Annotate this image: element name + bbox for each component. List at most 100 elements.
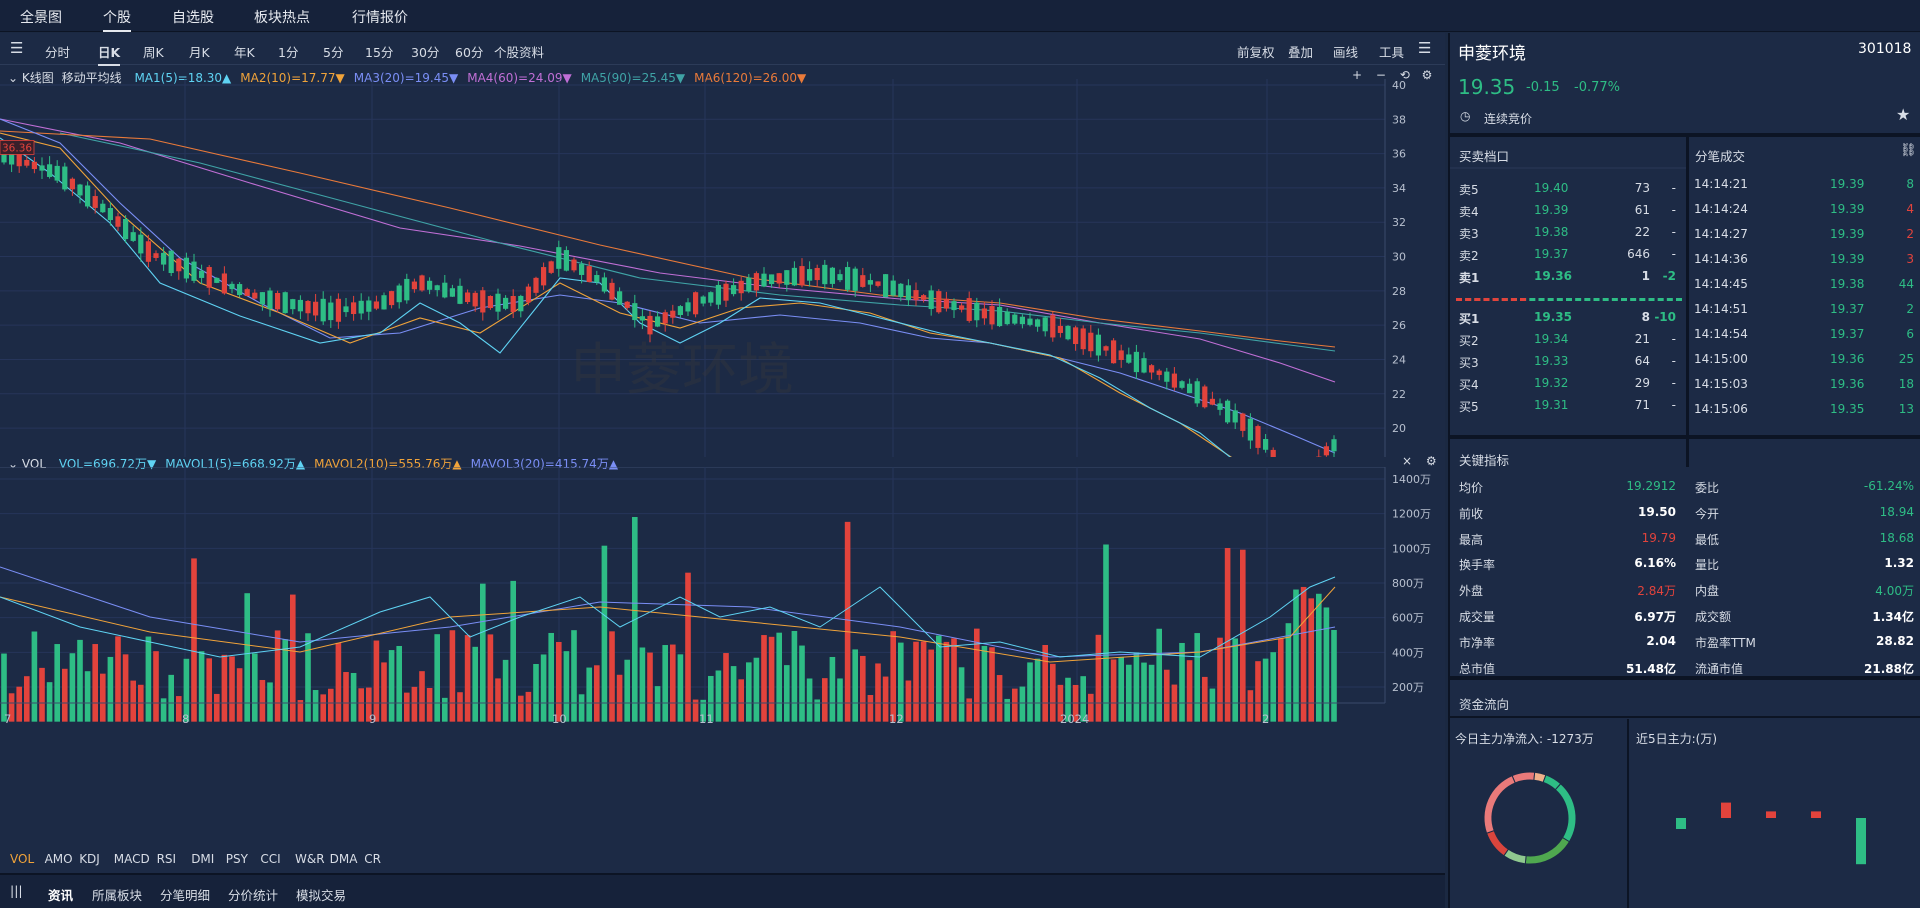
indicator-tab[interactable]: AMO	[44, 852, 73, 866]
indicator-tab[interactable]: DMA	[329, 852, 358, 866]
bottom-tab-sector[interactable]: 所属板块	[92, 888, 143, 903]
indicator-tab[interactable]: CCI	[260, 852, 281, 866]
ma-legend-item[interactable]: MA3(20)=19.45▼	[353, 71, 459, 85]
order-book-row[interactable]: 买2 19.34 21 -	[1450, 332, 1686, 348]
price-axis-tick: 38	[1392, 113, 1406, 126]
favorite-star-icon[interactable]: ★	[1896, 105, 1911, 124]
collapse-chevron-icon[interactable]: ⌄	[8, 71, 19, 85]
reset-icon[interactable]: ⟲	[1399, 68, 1410, 82]
list-menu-icon[interactable]: ☰	[1418, 39, 1432, 57]
settings-gear-icon[interactable]: ⚙	[1421, 68, 1433, 82]
candle-body	[404, 278, 410, 301]
period-5min[interactable]: 5分	[323, 45, 344, 60]
adjust-forward-button[interactable]: 前复权	[1237, 45, 1275, 60]
indicator-tab[interactable]: W&R	[295, 852, 325, 866]
vol-collapse-chevron-icon[interactable]: ⌄	[8, 457, 19, 471]
candle-body	[852, 268, 858, 291]
bottom-tab-news[interactable]: 资讯	[48, 888, 74, 903]
zoom-out-icon[interactable]: −	[1375, 68, 1386, 82]
ma-legend-item[interactable]: MA6(120)=26.00▼	[694, 71, 807, 85]
order-book-row[interactable]: 卖3 19.38 22 -	[1450, 225, 1686, 241]
indicator-tab[interactable]: MACD	[113, 852, 150, 866]
vol-axis-tick: 1400万	[1392, 473, 1431, 486]
period-daily[interactable]: 日K	[98, 42, 121, 66]
nav-tab-quotes[interactable]: 行情报价	[352, 10, 408, 26]
overlay-button[interactable]: 叠加	[1288, 45, 1314, 60]
period-30min[interactable]: 30分	[411, 45, 440, 60]
period-intraday[interactable]: 分时	[45, 45, 71, 60]
nav-tab-sector-hot[interactable]: 板块热点	[254, 10, 310, 26]
order-book-row[interactable]: 买4 19.32 29 -	[1450, 376, 1686, 392]
volume-bar	[639, 647, 646, 722]
volume-bar	[936, 635, 942, 722]
candle-body	[837, 274, 843, 281]
kline-svg: 4038363432302826242220181614申菱环境36.3614.…	[0, 79, 1406, 542]
link-icon[interactable]: ⛓	[1900, 143, 1917, 158]
bottom-tab-price-stats[interactable]: 分价统计	[228, 888, 279, 903]
candle-body	[130, 232, 136, 241]
volume-bar	[723, 653, 729, 722]
volume-bar	[39, 667, 45, 722]
nav-tab-stock[interactable]: 个股	[103, 7, 131, 32]
five-day-main-label: 近5日主力:(万)	[1636, 732, 1718, 746]
candle-body	[358, 300, 364, 314]
indicator-tab[interactable]: KDJ	[79, 852, 100, 866]
volume-bar	[943, 641, 950, 722]
volume-bar	[647, 652, 653, 722]
order-book-row[interactable]: 卖4 19.39 61 -	[1450, 203, 1686, 219]
menu-icon[interactable]: ☰	[10, 39, 24, 57]
tick-price: 19.39	[1830, 227, 1865, 241]
period-weekly[interactable]: 周K	[143, 45, 164, 60]
ma-legend-item[interactable]: MA2(10)=17.77▼	[240, 71, 345, 85]
indicator-tab[interactable]: VOL	[10, 852, 35, 866]
stock-profile-link[interactable]: 个股资料	[494, 45, 545, 60]
close-icon[interactable]: ×	[1402, 454, 1413, 468]
period-yearly[interactable]: 年K	[234, 45, 255, 60]
order-book-row[interactable]: 卖1 19.36 1 -2	[1450, 269, 1686, 285]
ma-legend-item[interactable]: MA1(5)=18.30▲	[134, 71, 232, 85]
period-monthly[interactable]: 月K	[189, 45, 210, 60]
candle-body	[396, 285, 402, 303]
zoom-in-icon[interactable]: +	[1352, 68, 1363, 82]
tools-button[interactable]: 工具	[1379, 45, 1405, 60]
vol-settings-gear-icon[interactable]: ⚙	[1425, 454, 1437, 468]
volume-bar	[548, 632, 554, 722]
stock-name: 申菱环境	[1458, 44, 1526, 64]
volume-bar	[556, 641, 562, 722]
indicator-tab[interactable]: DMI	[191, 852, 215, 866]
kline-indicator-name[interactable]: 移动平均线	[61, 71, 122, 85]
candle-body	[1263, 438, 1269, 450]
indicator-tab[interactable]: RSI	[156, 852, 177, 866]
order-book-change: -	[1671, 332, 1676, 346]
nav-tab-watchlist[interactable]: 自选股	[172, 10, 214, 26]
period-60min[interactable]: 60分	[455, 45, 484, 60]
candle-body	[107, 208, 113, 221]
vol-axis-tick: 400万	[1392, 646, 1424, 659]
bottom-tab-sim-trade[interactable]: 模拟交易	[296, 888, 347, 903]
ma-legend-item[interactable]: MA4(60)=24.09▼	[467, 71, 572, 85]
order-book-row[interactable]: 卖5 19.40 73 -	[1450, 181, 1686, 197]
ma-legend-item[interactable]: MA5(90)=25.45▼	[580, 71, 686, 85]
volume-chart[interactable]: 1400万 1200万 1000万 800万 600万 400万 200万 7 8 9 10 11 12…	[0, 466, 1445, 847]
candle-body	[510, 295, 516, 312]
volume-bar	[609, 631, 615, 722]
period-15min[interactable]: 15分	[365, 45, 394, 60]
indicator-tab[interactable]: CR	[364, 852, 381, 866]
kline-chart[interactable]: 4038363432302826242220181614申菱环境36.3614.…	[0, 79, 1445, 542]
nav-tab-overview[interactable]: 全景图	[20, 10, 62, 26]
order-book-row[interactable]: 卖2 19.37 646 -	[1450, 247, 1686, 263]
order-book-row[interactable]: 买5 19.31 71 -	[1450, 398, 1686, 414]
indicator-tab[interactable]: PSY	[225, 852, 248, 866]
five-day-bar	[1676, 818, 1686, 829]
period-1min[interactable]: 1分	[278, 45, 299, 60]
volume-bar	[244, 593, 250, 722]
x-axis-tick: 2	[1262, 712, 1269, 726]
volume-bar	[8, 693, 15, 722]
bar-chart-icon[interactable]: |||	[10, 883, 23, 898]
order-book-row[interactable]: 买3 19.33 64 -	[1450, 354, 1686, 370]
draw-line-button[interactable]: 画线	[1333, 45, 1359, 60]
bottom-tab-ticks[interactable]: 分笔明细	[160, 888, 211, 903]
tick-volume: 2	[1906, 227, 1914, 241]
kline-chart-name[interactable]: K线图	[21, 71, 54, 85]
order-book-row[interactable]: 买1 19.35 8 -10	[1450, 310, 1686, 326]
